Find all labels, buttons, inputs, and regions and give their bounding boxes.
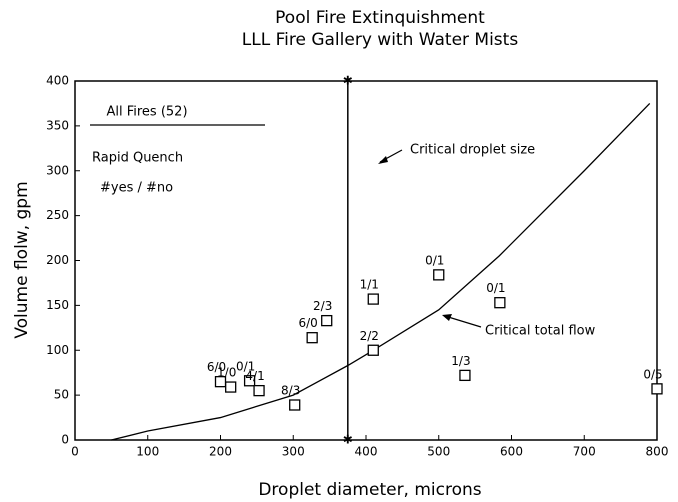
y-tick-label: 400: [46, 74, 69, 88]
x-tick-label: 0: [71, 445, 79, 459]
x-tick-label: 800: [646, 445, 669, 459]
chart-subtitle: LLL Fire Gallery with Water Mists: [242, 30, 519, 50]
y-tick-label: 0: [61, 433, 69, 447]
point-label: 1/1: [360, 278, 379, 292]
y-tick-label: 100: [46, 343, 69, 357]
point-label: 0/5: [643, 367, 662, 381]
annotation: Critical droplet size: [410, 143, 535, 158]
point-label: 1/0: [217, 366, 236, 380]
x-tick-label: 300: [282, 445, 305, 459]
arrow-head: [442, 314, 452, 321]
point-label: 2/2: [360, 329, 379, 343]
x-tick-label: 600: [500, 445, 523, 459]
point-label: 0/1: [425, 253, 444, 267]
point-label: 4/1: [245, 369, 264, 383]
point-label: 2/3: [313, 299, 332, 313]
point-label: 6/0: [207, 360, 226, 374]
point: [367, 293, 379, 305]
point: [459, 369, 471, 382]
point: [651, 383, 663, 395]
point-label: 0/1: [486, 281, 505, 295]
star: ✱: [343, 433, 353, 447]
y-tick-label: 250: [46, 208, 69, 222]
arrow: [444, 315, 482, 328]
point-label: 1/3: [451, 354, 470, 368]
point: [253, 384, 265, 397]
annotation: All Fires (52): [106, 105, 187, 120]
y-tick-label: 300: [46, 163, 69, 177]
point: [433, 269, 445, 281]
y-tick-label: 350: [46, 118, 69, 132]
plot-frame: [74, 80, 658, 441]
point: [306, 332, 318, 344]
x-tick-label: 100: [136, 445, 159, 459]
y-tick-label: 200: [46, 253, 69, 267]
critical-flow-curve: [111, 102, 651, 441]
x-tick-label: 200: [209, 445, 232, 459]
point: [289, 399, 301, 411]
point: [243, 375, 256, 387]
annotation: Rapid Quench: [92, 151, 183, 166]
star: ✱: [343, 74, 353, 88]
point: [321, 314, 333, 327]
point-label: 0/1: [236, 359, 255, 373]
y-tick-label: 50: [54, 388, 69, 402]
point: [367, 344, 379, 356]
chart-title: Pool Fire Extinquishment: [275, 8, 485, 28]
point-label: 8/3: [281, 383, 300, 397]
x-axis-label: Droplet diameter, microns: [258, 480, 481, 500]
arrow-head: [378, 156, 388, 164]
y-tick-label: 150: [46, 298, 69, 312]
annotation: #yes / #no: [100, 181, 173, 196]
point: [225, 381, 237, 393]
x-tick-label: 700: [573, 445, 596, 459]
y-axis-label: Volume flolw, gpm: [12, 181, 32, 338]
x-tick-label: 400: [355, 445, 378, 459]
annotation: Critical total flow: [485, 324, 596, 339]
point: [494, 297, 506, 309]
point-label: 6/0: [299, 316, 318, 330]
x-tick-label: 500: [427, 445, 450, 459]
